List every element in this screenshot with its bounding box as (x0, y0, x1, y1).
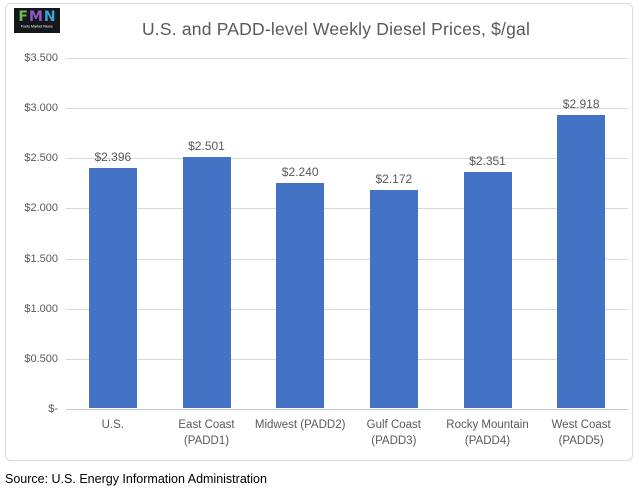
y-tick-label: $3.000 (24, 102, 58, 115)
bar-value-label: $2.240 (281, 165, 319, 179)
y-tick-label: $1.500 (24, 252, 58, 265)
bar-3 (369, 190, 418, 408)
x-axis-label: West Coast (PADD5) (534, 418, 628, 449)
gridline (66, 208, 628, 210)
bar-value-label: $2.172 (375, 172, 413, 186)
x-axis-label: Gulf Coast (PADD3) (347, 418, 441, 449)
logo-letter: M (28, 9, 43, 25)
y-tick-label: $3.500 (24, 52, 58, 64)
source-note: Source: U.S. Energy Information Administ… (5, 472, 267, 486)
logo-subtext: Fuels Market News (21, 25, 53, 29)
y-tick-label: $- (48, 403, 58, 415)
bar-4 (463, 172, 512, 408)
bar-5 (557, 115, 606, 408)
x-axis: U.S. East Coast (PADD1) Midwest (PADD2) Gulf… (66, 418, 628, 458)
gridline (66, 108, 628, 110)
x-axis-label: East Coast (PADD1) (160, 418, 254, 449)
gridline (66, 258, 628, 260)
plot-area: $2.396 $2.501 $2.240 $2.172 $2.351 $2.918 (66, 58, 628, 410)
bar-value-label: $2.918 (562, 97, 600, 111)
x-axis-label-line: U.S. (101, 419, 125, 431)
x-axis-label-line: (PADD5) (558, 434, 604, 447)
logo-letter: N (43, 9, 56, 25)
y-tick-label: $0.500 (24, 352, 58, 365)
gridline (66, 158, 628, 160)
x-axis-label: Rocky Mountain (PADD4) (441, 418, 535, 449)
bar-0 (88, 168, 137, 408)
chart-title: U.S. and PADD-level Weekly Diesel Prices… (141, 19, 531, 39)
x-axis-label-line: East Coast (178, 419, 235, 431)
x-axis-label-line: Rocky Mountain (446, 419, 529, 431)
x-axis-label: U.S. (66, 418, 160, 434)
bar-value-label: $2.501 (188, 139, 225, 153)
bar-value-label: $2.351 (469, 154, 506, 168)
x-axis-label-line: (PADD1) (183, 434, 230, 447)
x-axis-label-line: Gulf Coast (366, 419, 421, 431)
x-axis-label-line: (PADD4) (464, 434, 511, 447)
bar-1 (182, 157, 231, 408)
gridline (66, 308, 628, 310)
x-axis-label-line: (PADD3) (371, 434, 417, 447)
y-tick-label: $2.000 (24, 202, 58, 215)
gridline (66, 358, 628, 360)
y-tick-label: $1.000 (24, 302, 58, 315)
bar-2 (276, 183, 325, 408)
y-tick-label: $2.500 (24, 152, 58, 165)
gridline (66, 409, 628, 410)
x-axis-label-line: Midwest (PADD2) (254, 419, 346, 431)
x-axis-label: Midwest (PADD2) (253, 418, 347, 434)
bar-value-label: $2.396 (94, 150, 132, 164)
logo-letter: F (18, 9, 28, 25)
x-axis-label-line: West Coast (551, 419, 611, 431)
gridline (66, 58, 628, 59)
